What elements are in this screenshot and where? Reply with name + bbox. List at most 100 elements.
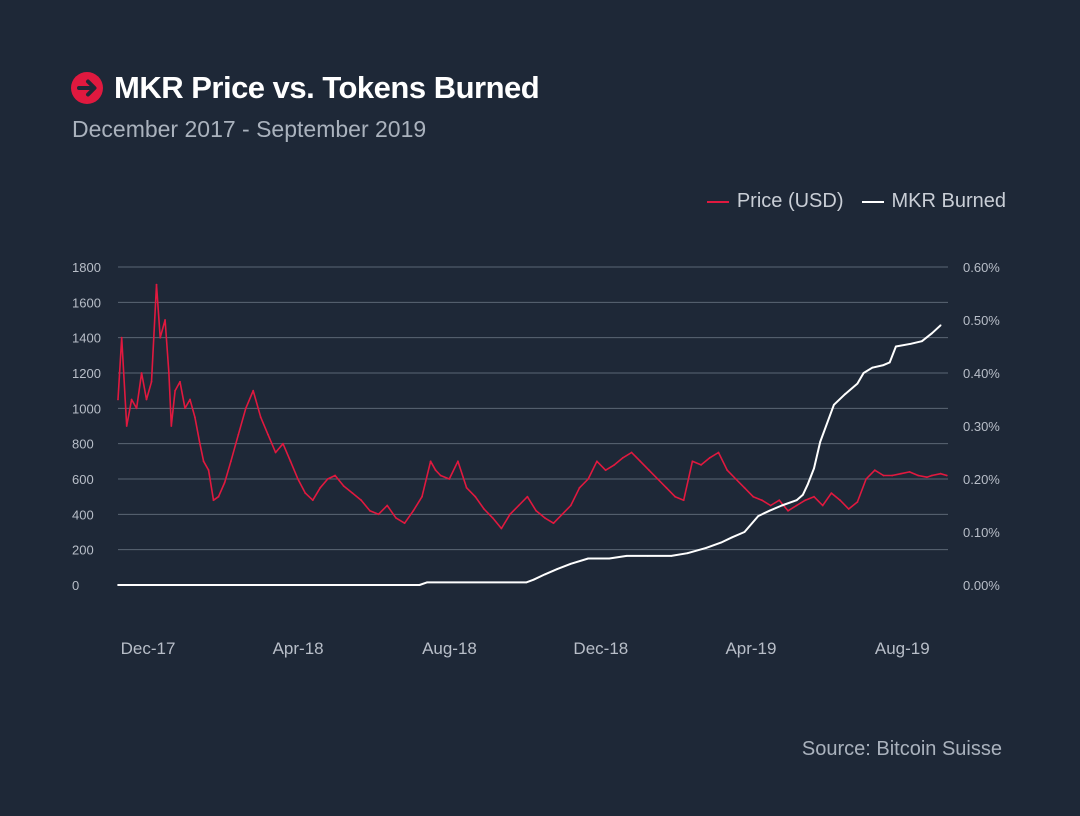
- price-data-point: [125, 425, 128, 427]
- price-data-point: [931, 474, 933, 477]
- price-data-point: [244, 407, 247, 410]
- price-data-point: [726, 469, 729, 472]
- price-data-point: [252, 389, 255, 392]
- price-data-point: [674, 495, 676, 498]
- burned-data-point: [856, 382, 859, 385]
- price-data-point: [708, 456, 711, 459]
- price-data-point: [145, 398, 148, 401]
- price-data-point: [761, 499, 763, 502]
- burned-data-point: [795, 499, 798, 502]
- y-left-tick-label: 1800: [72, 260, 101, 275]
- price-data-point: [839, 499, 841, 502]
- price-data-point: [491, 517, 494, 519]
- source-note: Source: Bitcoin Suisse: [801, 738, 1002, 760]
- price-data-point: [795, 504, 798, 507]
- price-data-point: [319, 486, 322, 489]
- price-data-point: [342, 485, 345, 487]
- price-data-point: [130, 398, 133, 401]
- price-data-point: [282, 442, 284, 445]
- price-data-point: [434, 469, 437, 472]
- price-data-point: [168, 372, 170, 374]
- price-data-point: [159, 336, 162, 339]
- price-data-point: [140, 372, 143, 374]
- price-data-point: [561, 513, 564, 516]
- price-data-point: [457, 460, 459, 463]
- x-tick-label: Dec-17: [121, 639, 176, 658]
- price-data-point: [865, 478, 867, 480]
- burned-data-point: [705, 547, 707, 549]
- price-data-point: [613, 464, 616, 466]
- x-tick-label: Dec-18: [573, 639, 628, 658]
- price-data-point: [230, 460, 232, 463]
- price-data-point: [891, 474, 894, 477]
- burned-data-point: [757, 515, 760, 517]
- y-right-tick-label: 0.20%: [963, 472, 1000, 487]
- burned-data-point: [844, 393, 846, 396]
- price-data-point: [120, 336, 123, 339]
- price-data-point: [304, 492, 307, 494]
- burned-data-point: [931, 332, 933, 335]
- price-data-point: [509, 513, 511, 516]
- x-tick-label: Aug-18: [422, 639, 477, 658]
- y-right-tick-label: 0.00%: [963, 578, 1000, 593]
- burned-data-point: [543, 573, 546, 576]
- burned-series-line: [118, 324, 942, 586]
- price-data-point: [847, 508, 850, 510]
- price-data-point: [155, 283, 158, 286]
- burned-data-point: [862, 372, 865, 374]
- chart-title: MKR Price vs. Tokens Burned: [114, 70, 540, 105]
- chart-legend: Price (USD) MKR Burned: [689, 190, 1006, 213]
- price-data-point: [429, 460, 432, 463]
- burned-data-point: [418, 584, 421, 586]
- y-left-tick-label: 600: [72, 472, 94, 487]
- price-data-point: [945, 474, 948, 477]
- burned-data-point: [608, 557, 611, 560]
- price-data-point: [202, 460, 205, 463]
- y-left-tick-label: 800: [72, 437, 94, 452]
- burned-data-point: [921, 340, 923, 343]
- price-data-point: [267, 433, 269, 436]
- price-series-line: [117, 283, 948, 530]
- legend-item-price: Price (USD): [706, 190, 844, 213]
- price-data-point: [804, 499, 807, 502]
- arrow-right-circle-icon: [70, 71, 104, 105]
- title-row: MKR Price vs. Tokens Burned: [70, 70, 540, 106]
- burned-data-point: [625, 555, 628, 557]
- price-data-point: [682, 499, 685, 502]
- price-data-point: [630, 451, 633, 454]
- price-data-point: [821, 504, 824, 507]
- y-left-tick-label: 0: [72, 578, 79, 593]
- price-data-point: [787, 509, 789, 512]
- burned-data-point: [426, 581, 428, 584]
- price-data-point: [778, 499, 781, 502]
- burned-data-point: [646, 555, 649, 557]
- price-data-point: [483, 508, 485, 510]
- price-data-point: [639, 460, 642, 463]
- price-data-point: [199, 442, 201, 445]
- price-data-point: [412, 509, 415, 512]
- price-data-point: [326, 478, 329, 480]
- price-data-point: [194, 416, 196, 419]
- price-data-point: [421, 495, 423, 498]
- burned-data-point: [909, 342, 912, 345]
- price-data-point: [377, 513, 380, 516]
- price-data-point: [752, 495, 755, 498]
- y-left-tick-label: 1400: [72, 331, 101, 346]
- price-data-point: [569, 504, 572, 507]
- price-data-point: [743, 486, 746, 489]
- y-right-tick-label: 0.10%: [963, 525, 1000, 540]
- price-data-point: [212, 499, 215, 502]
- y-left-tick-label: 200: [72, 543, 94, 558]
- y-right-tick-label: 0.60%: [963, 260, 1000, 275]
- price-data-point: [517, 504, 520, 507]
- price-data-point: [360, 499, 363, 502]
- price-data-point: [465, 486, 468, 489]
- burned-data-point: [806, 483, 809, 486]
- y-right-tick-label: 0.40%: [963, 366, 1000, 381]
- price-data-point: [856, 501, 859, 503]
- burned-data-point: [888, 361, 891, 364]
- x-tick-label: Apr-18: [273, 639, 324, 658]
- price-data-point: [259, 416, 262, 419]
- burned-data-point: [939, 324, 942, 327]
